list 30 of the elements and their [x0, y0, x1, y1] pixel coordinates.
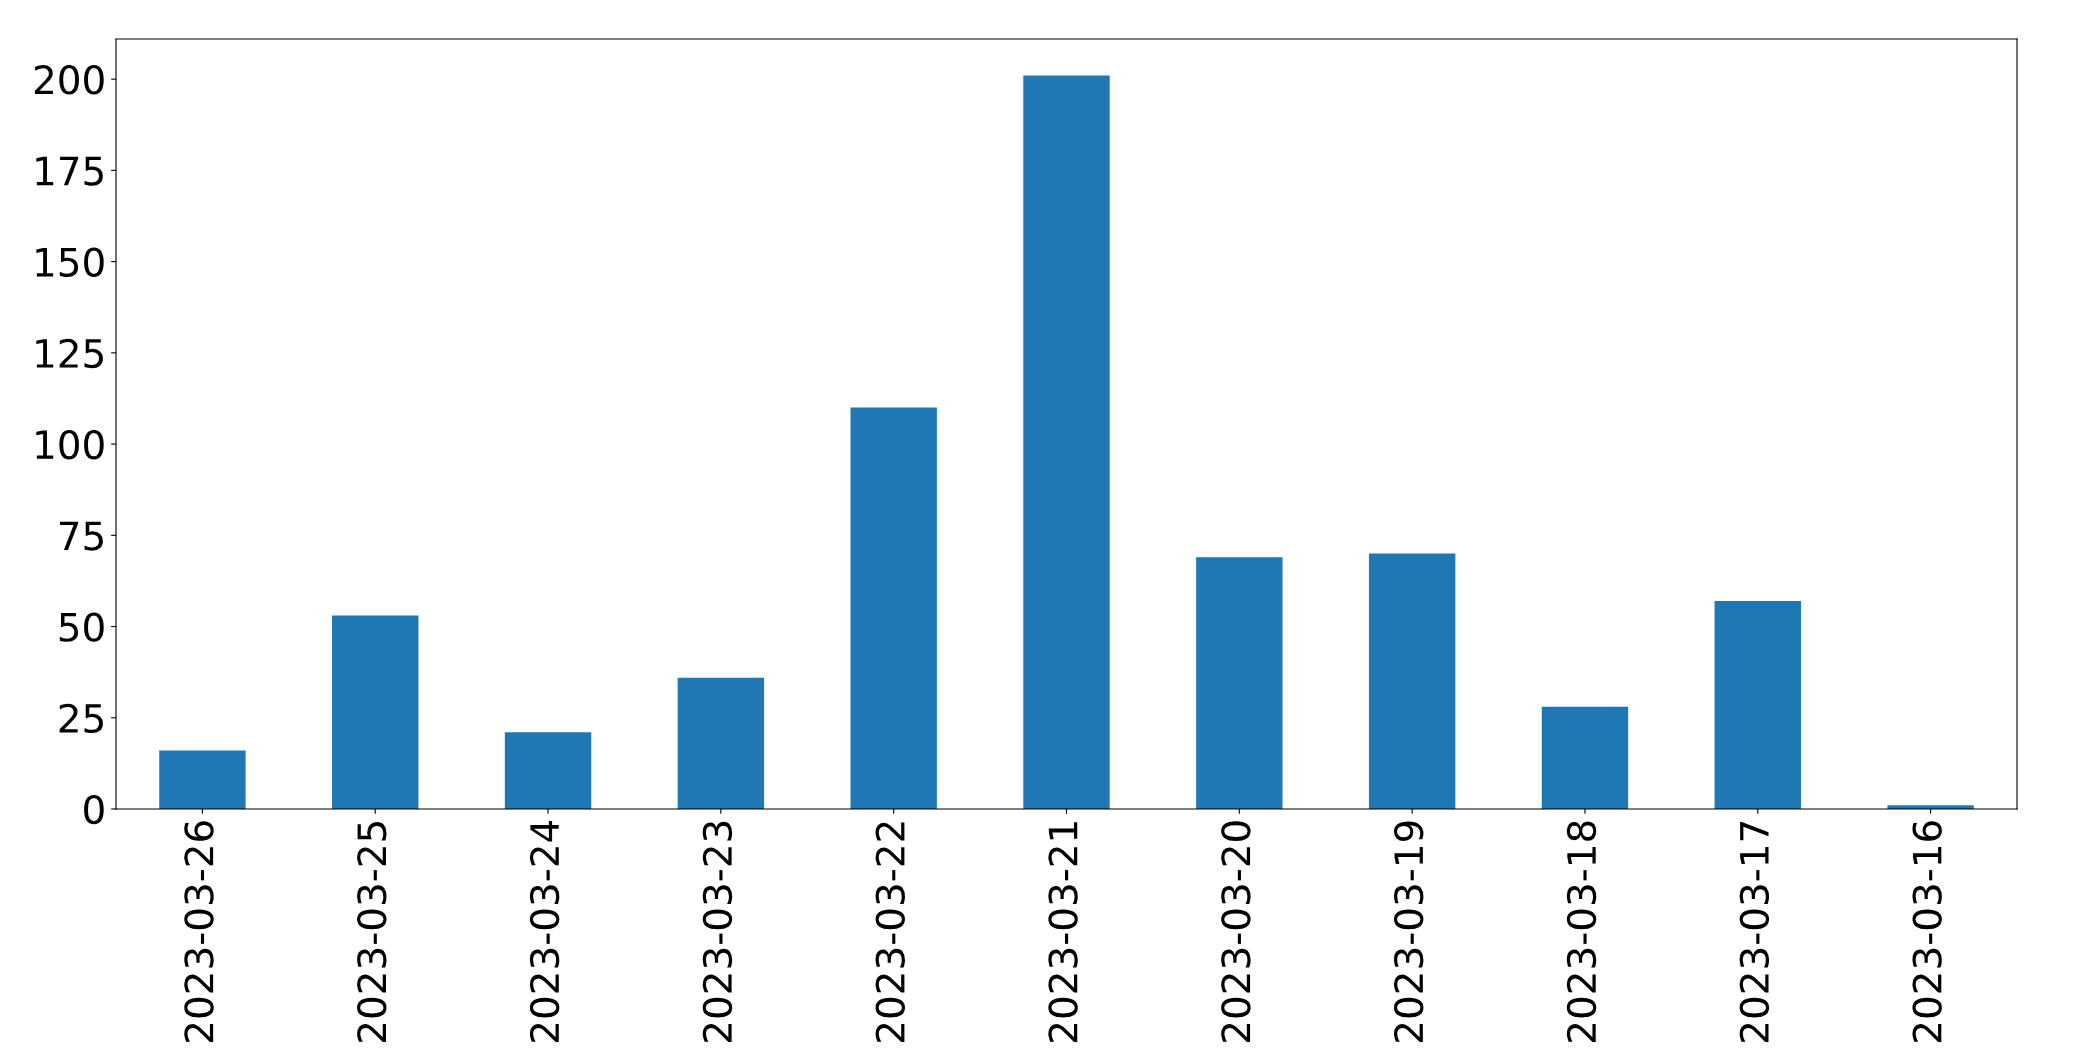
bar: [850, 407, 937, 809]
x-tick-label: 2023-03-22: [875, 822, 905, 1042]
y-tick-label: 25: [59, 703, 103, 734]
y-tick-label: 100: [36, 429, 104, 460]
y-tick-label: 75: [59, 521, 103, 551]
y-tick-label: 125: [36, 338, 103, 369]
bar: [1196, 557, 1283, 809]
x-tick-label: 2023-03-16: [1912, 821, 1942, 1042]
y-tick-label: 175: [36, 156, 103, 186]
x-tick-label: 2023-03-17: [1739, 822, 1770, 1042]
bar: [332, 615, 419, 809]
x-tick-label: 2023-03-25: [357, 822, 387, 1042]
x-tick-label: 2023-03-20: [1221, 821, 1251, 1042]
y-tick-label: 200: [34, 65, 104, 95]
bar: [1023, 75, 1110, 809]
y-tick-label: 0: [84, 794, 104, 825]
y-tick-label: 150: [36, 247, 104, 277]
x-tick-label: 2023-03-24: [529, 820, 560, 1042]
bar: [677, 677, 765, 809]
x-tick-label: 2023-03-23: [702, 821, 733, 1042]
bar: [1541, 706, 1629, 809]
x-tick-label: 2023-03-19: [1394, 821, 1424, 1042]
bar: [159, 750, 246, 809]
bar: [1714, 600, 1801, 809]
x-tick-label: 2023-03-26: [184, 821, 214, 1042]
y-tick-label: 50: [59, 612, 104, 642]
x-tick-label: 2023-03-18: [1566, 821, 1597, 1042]
bar: [504, 732, 592, 809]
x-tick-label: 2023-03-21: [1048, 822, 1078, 1042]
bar: [1368, 553, 1456, 809]
